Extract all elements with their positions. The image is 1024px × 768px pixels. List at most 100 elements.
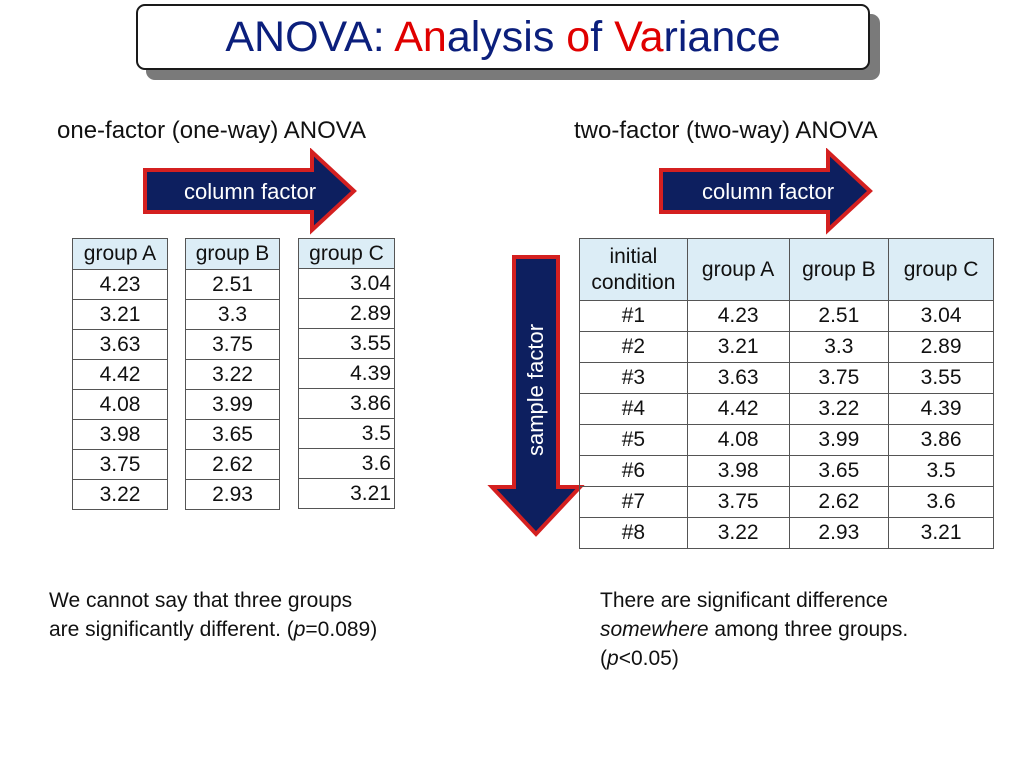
table-row: 3.99 xyxy=(185,389,280,420)
table-cell: 2.51 xyxy=(788,300,890,332)
table-cell: 4.42 xyxy=(686,393,790,425)
condition-cell: #7 xyxy=(579,486,688,518)
condition-cell: #3 xyxy=(579,362,688,394)
title-part-highlight: o xyxy=(566,12,591,61)
table-row: 3.21 xyxy=(298,478,395,509)
note-line: There are significant difference xyxy=(600,589,888,612)
table-cell: 4.08 xyxy=(72,389,168,420)
table-row: 3.5 xyxy=(298,418,395,449)
table-cell: 3.86 xyxy=(298,388,395,419)
title-box: ANOVA: Analysis of Variance xyxy=(136,4,870,70)
title-part-highlight: Va xyxy=(614,12,664,61)
table-cell: 3.63 xyxy=(686,362,790,394)
column-header: group C xyxy=(298,238,395,269)
table-cell: 3.6 xyxy=(888,486,994,518)
p-symbol: p xyxy=(607,647,619,670)
note-line: =0.089) xyxy=(305,618,378,641)
table-row: #8 3.22 2.93 3.21 xyxy=(579,517,994,549)
table-cell: 3.04 xyxy=(888,300,994,332)
table-row: 2.89 xyxy=(298,298,395,329)
table-cell: 3.55 xyxy=(298,328,395,359)
table-cell: 4.08 xyxy=(686,424,790,456)
table-cell: 4.23 xyxy=(72,269,168,300)
note-line: are significantly different. ( xyxy=(49,618,294,641)
two-way-arrow-label: column factor xyxy=(701,179,835,204)
table-row: #5 4.08 3.99 3.86 xyxy=(579,424,994,456)
table-cell: 2.93 xyxy=(185,479,280,510)
table-row: 3.86 xyxy=(298,388,395,419)
table-cell: 2.89 xyxy=(298,298,395,329)
table-row: 2.93 xyxy=(185,479,280,510)
table-cell: 3.5 xyxy=(888,455,994,487)
table-cell: 3.21 xyxy=(298,478,395,509)
table-row: 3.75 xyxy=(72,449,168,480)
condition-cell: #4 xyxy=(579,393,688,425)
condition-cell: #6 xyxy=(579,455,688,487)
condition-cell: #1 xyxy=(579,300,688,332)
table-row: 4.08 xyxy=(72,389,168,420)
sample-factor-label: sample factor xyxy=(523,323,548,457)
table-cell: 3.65 xyxy=(185,419,280,450)
header-line: condition xyxy=(591,270,676,294)
note-line: <0.05) xyxy=(618,647,679,670)
table-row: 3.98 xyxy=(72,419,168,450)
table-cell: 3.22 xyxy=(185,359,280,390)
table-row: 2.62 xyxy=(185,449,280,480)
two-way-column-factor-arrow xyxy=(659,148,873,235)
table-cell: 3.99 xyxy=(185,389,280,420)
two-way-heading: two-factor (two-way) ANOVA xyxy=(574,117,878,144)
table-cell: 3.55 xyxy=(888,362,994,394)
table-cell: 3.21 xyxy=(686,331,790,363)
note-emphasis: somewhere xyxy=(600,618,709,641)
title-part: alysis xyxy=(446,12,567,61)
table-row: 3.22 xyxy=(185,359,280,390)
title-part: riance xyxy=(663,12,781,61)
table-cell: 4.39 xyxy=(298,358,395,389)
table-row: 4.23 xyxy=(72,269,168,300)
table-cell: 2.93 xyxy=(788,517,890,549)
table-cell: 3.99 xyxy=(788,424,890,456)
one-way-table-group-b: group B 2.51 3.3 3.75 3.22 3.99 3.65 2.62 2.93 xyxy=(185,238,280,510)
table-row: 3.3 xyxy=(185,299,280,330)
title-part: ANOVA: xyxy=(225,12,395,61)
table-row: 3.63 xyxy=(72,329,168,360)
two-way-note: There are significant difference somewhe… xyxy=(600,586,908,673)
table-cell: 4.42 xyxy=(72,359,168,390)
table-cell: 3.22 xyxy=(686,517,790,549)
table-cell: 3.22 xyxy=(72,479,168,510)
table-row: 4.42 xyxy=(72,359,168,390)
one-way-note: We cannot say that three groups are sign… xyxy=(49,586,377,644)
table-cell: 2.51 xyxy=(185,269,280,300)
column-header: group C xyxy=(888,238,994,301)
table-row: 3.75 xyxy=(185,329,280,360)
table-row: 3.55 xyxy=(298,328,395,359)
table-cell: 3.22 xyxy=(788,393,890,425)
table-cell: 3.75 xyxy=(185,329,280,360)
one-way-arrow-label: column factor xyxy=(183,179,317,204)
condition-cell: #8 xyxy=(579,517,688,549)
table-cell: 2.89 xyxy=(888,331,994,363)
column-header: group A xyxy=(686,238,790,301)
condition-cell: #2 xyxy=(579,331,688,363)
table-row: 3.04 xyxy=(298,268,395,299)
one-way-column-factor-arrow xyxy=(143,148,357,235)
title-part: f xyxy=(590,12,615,61)
two-way-table: initial condition group A group B group … xyxy=(579,238,994,549)
header-line: initial xyxy=(609,244,658,268)
table-row: #7 3.75 2.62 3.6 xyxy=(579,486,994,518)
table-cell: 3.63 xyxy=(72,329,168,360)
condition-cell: #5 xyxy=(579,424,688,456)
table-row: 3.6 xyxy=(298,448,395,479)
one-way-table-group-a: group A 4.23 3.21 3.63 4.42 4.08 3.98 3.75 3.22 xyxy=(72,238,168,510)
table-cell: 3.04 xyxy=(298,268,395,299)
table-cell: 3.98 xyxy=(686,455,790,487)
title-part-highlight: An xyxy=(394,12,447,61)
one-way-table-group-c: group C 3.04 2.89 3.55 4.39 3.86 3.5 3.6 3.21 xyxy=(298,238,395,509)
table-row: #1 4.23 2.51 3.04 xyxy=(579,300,994,332)
table-cell: 3.65 xyxy=(788,455,890,487)
table-cell: 3.21 xyxy=(888,517,994,549)
table-row: 4.39 xyxy=(298,358,395,389)
table-row: #6 3.98 3.65 3.5 xyxy=(579,455,994,487)
p-symbol: p xyxy=(293,618,306,641)
table-cell: 2.62 xyxy=(788,486,890,518)
